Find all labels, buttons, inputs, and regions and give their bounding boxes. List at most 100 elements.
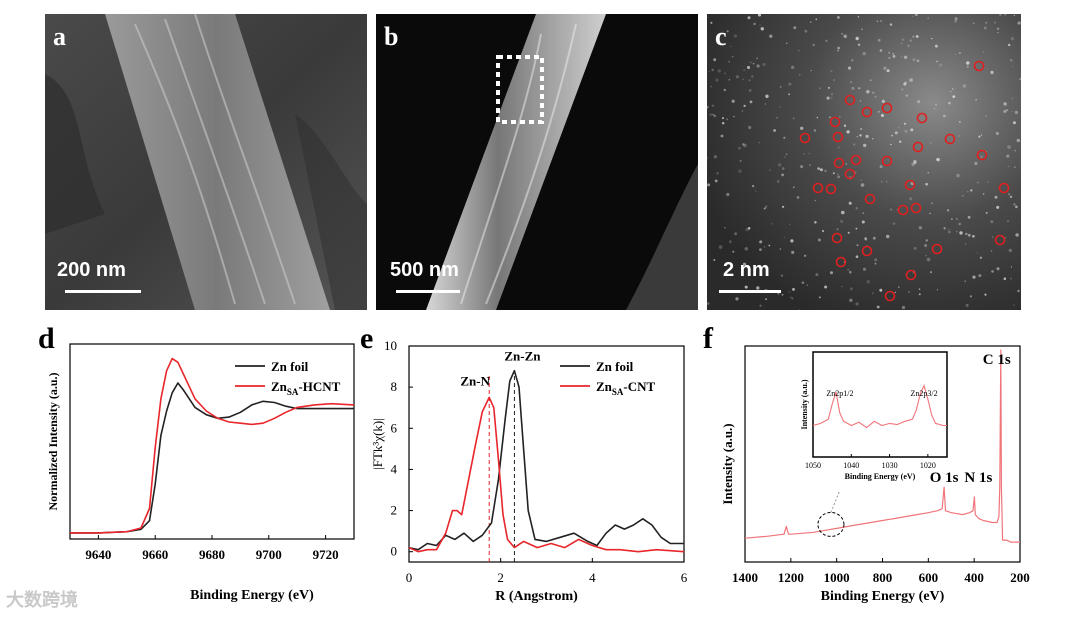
single-atom-marker [916, 112, 928, 124]
atom-dot [936, 60, 938, 63]
atom-dot [732, 250, 735, 253]
atom-dot [747, 66, 750, 69]
legend-label: Zn foil [271, 359, 309, 374]
atom-dot [728, 61, 730, 63]
atom-dot [973, 22, 975, 24]
atom-dot [824, 169, 827, 173]
atom-dot [749, 100, 753, 104]
atom-dot [837, 146, 840, 149]
atom-dot [819, 87, 821, 90]
atom-dot [1007, 165, 1009, 167]
micrograph-b: b 500 nm [376, 14, 698, 310]
atom-dot [913, 160, 917, 164]
atom-dot [918, 288, 921, 290]
series-line [408, 396, 685, 553]
atom-dot [994, 195, 998, 199]
atom-dot [756, 57, 759, 60]
atom-dot [899, 140, 902, 143]
atom-dot [731, 99, 735, 103]
atom-dot [742, 143, 745, 146]
x-tick-label: 1400 [732, 570, 758, 585]
atom-dot [970, 189, 973, 192]
series-line [70, 357, 355, 534]
atom-dot [1011, 97, 1013, 100]
inset-x-tick-label: 1040 [843, 461, 859, 470]
single-atom-marker [881, 102, 893, 114]
atom-dot [972, 235, 975, 238]
single-atom-marker [864, 193, 876, 205]
atom-dot [976, 181, 979, 184]
atom-dot [779, 85, 782, 88]
atom-dot [934, 108, 936, 110]
atom-dot [860, 183, 865, 187]
atom-dot [748, 89, 752, 92]
atom-dot [1004, 14, 1007, 16]
atom-dot [801, 281, 805, 285]
atom-dot [915, 35, 919, 38]
atom-dot [935, 103, 937, 106]
atom-dot [1004, 237, 1007, 239]
x-tick-label: 9700 [256, 547, 282, 562]
atom-dot [984, 293, 987, 296]
atom-dot [764, 266, 767, 269]
atom-dot [872, 236, 876, 240]
atom-dot [1007, 220, 1009, 222]
atom-dot [952, 95, 956, 98]
single-atom-marker [833, 157, 845, 169]
atom-dot [1012, 121, 1016, 125]
atom-dot [888, 56, 891, 60]
single-atom-marker [832, 131, 844, 143]
x-tick-label: 800 [873, 570, 893, 585]
atom-dot [907, 45, 910, 47]
atom-dot [905, 94, 908, 97]
atom-dot [897, 127, 900, 129]
atom-dot [849, 298, 853, 302]
atom-dot [991, 236, 994, 238]
atom-dot [862, 212, 865, 215]
atom-dot [1010, 266, 1012, 268]
y-tick-label: 6 [391, 420, 398, 435]
atom-dot [985, 21, 988, 24]
atom-dot [931, 202, 933, 205]
atom-dot [738, 169, 742, 173]
atom-dot [733, 34, 738, 38]
panel-label-d: d [38, 322, 55, 355]
atom-dot [739, 159, 742, 162]
atom-dot [744, 247, 748, 251]
atom-dot [954, 17, 958, 21]
atom-dot [843, 124, 847, 127]
atom-dot [765, 298, 767, 301]
panel-label-a: a [53, 22, 66, 51]
atom-dot [974, 161, 978, 166]
exafs-plot: 0 2 4 6 0 2 4 6 8 10 Zn foil ZnSA-CNT Zn-N Zn-Zn R (An… [370, 338, 688, 604]
atom-dot [994, 21, 996, 24]
atom-dot [733, 115, 735, 118]
atom-dot [912, 35, 915, 38]
atom-dot [757, 14, 762, 17]
atom-dot [983, 26, 987, 30]
atom-dot [815, 18, 818, 21]
atom-dot [966, 61, 970, 65]
peak-label-c1s: C 1s [983, 352, 1011, 368]
atom-dot [851, 86, 855, 90]
atom-dot [950, 90, 952, 93]
atom-dot [865, 238, 867, 241]
y-axis-title: Normalized Intensity (a.u.) [46, 373, 60, 511]
atom-dot [969, 295, 972, 298]
atom-dot [1016, 138, 1020, 143]
atom-dot [837, 175, 840, 179]
single-atom-marker [831, 232, 843, 244]
atom-dot [976, 252, 978, 254]
atom-dot [904, 81, 908, 85]
scale-bar-label-b: 500 nm [390, 259, 459, 281]
atom-dot [965, 303, 969, 307]
atom-dot [886, 69, 890, 73]
single-atom-marker [861, 245, 873, 257]
atom-dot [817, 238, 821, 242]
atom-dot [759, 248, 762, 251]
atom-dot [890, 143, 892, 146]
atom-dot [743, 104, 746, 107]
atom-dot [967, 191, 969, 193]
atom-dot [762, 63, 766, 66]
scale-bar-b [396, 290, 460, 293]
